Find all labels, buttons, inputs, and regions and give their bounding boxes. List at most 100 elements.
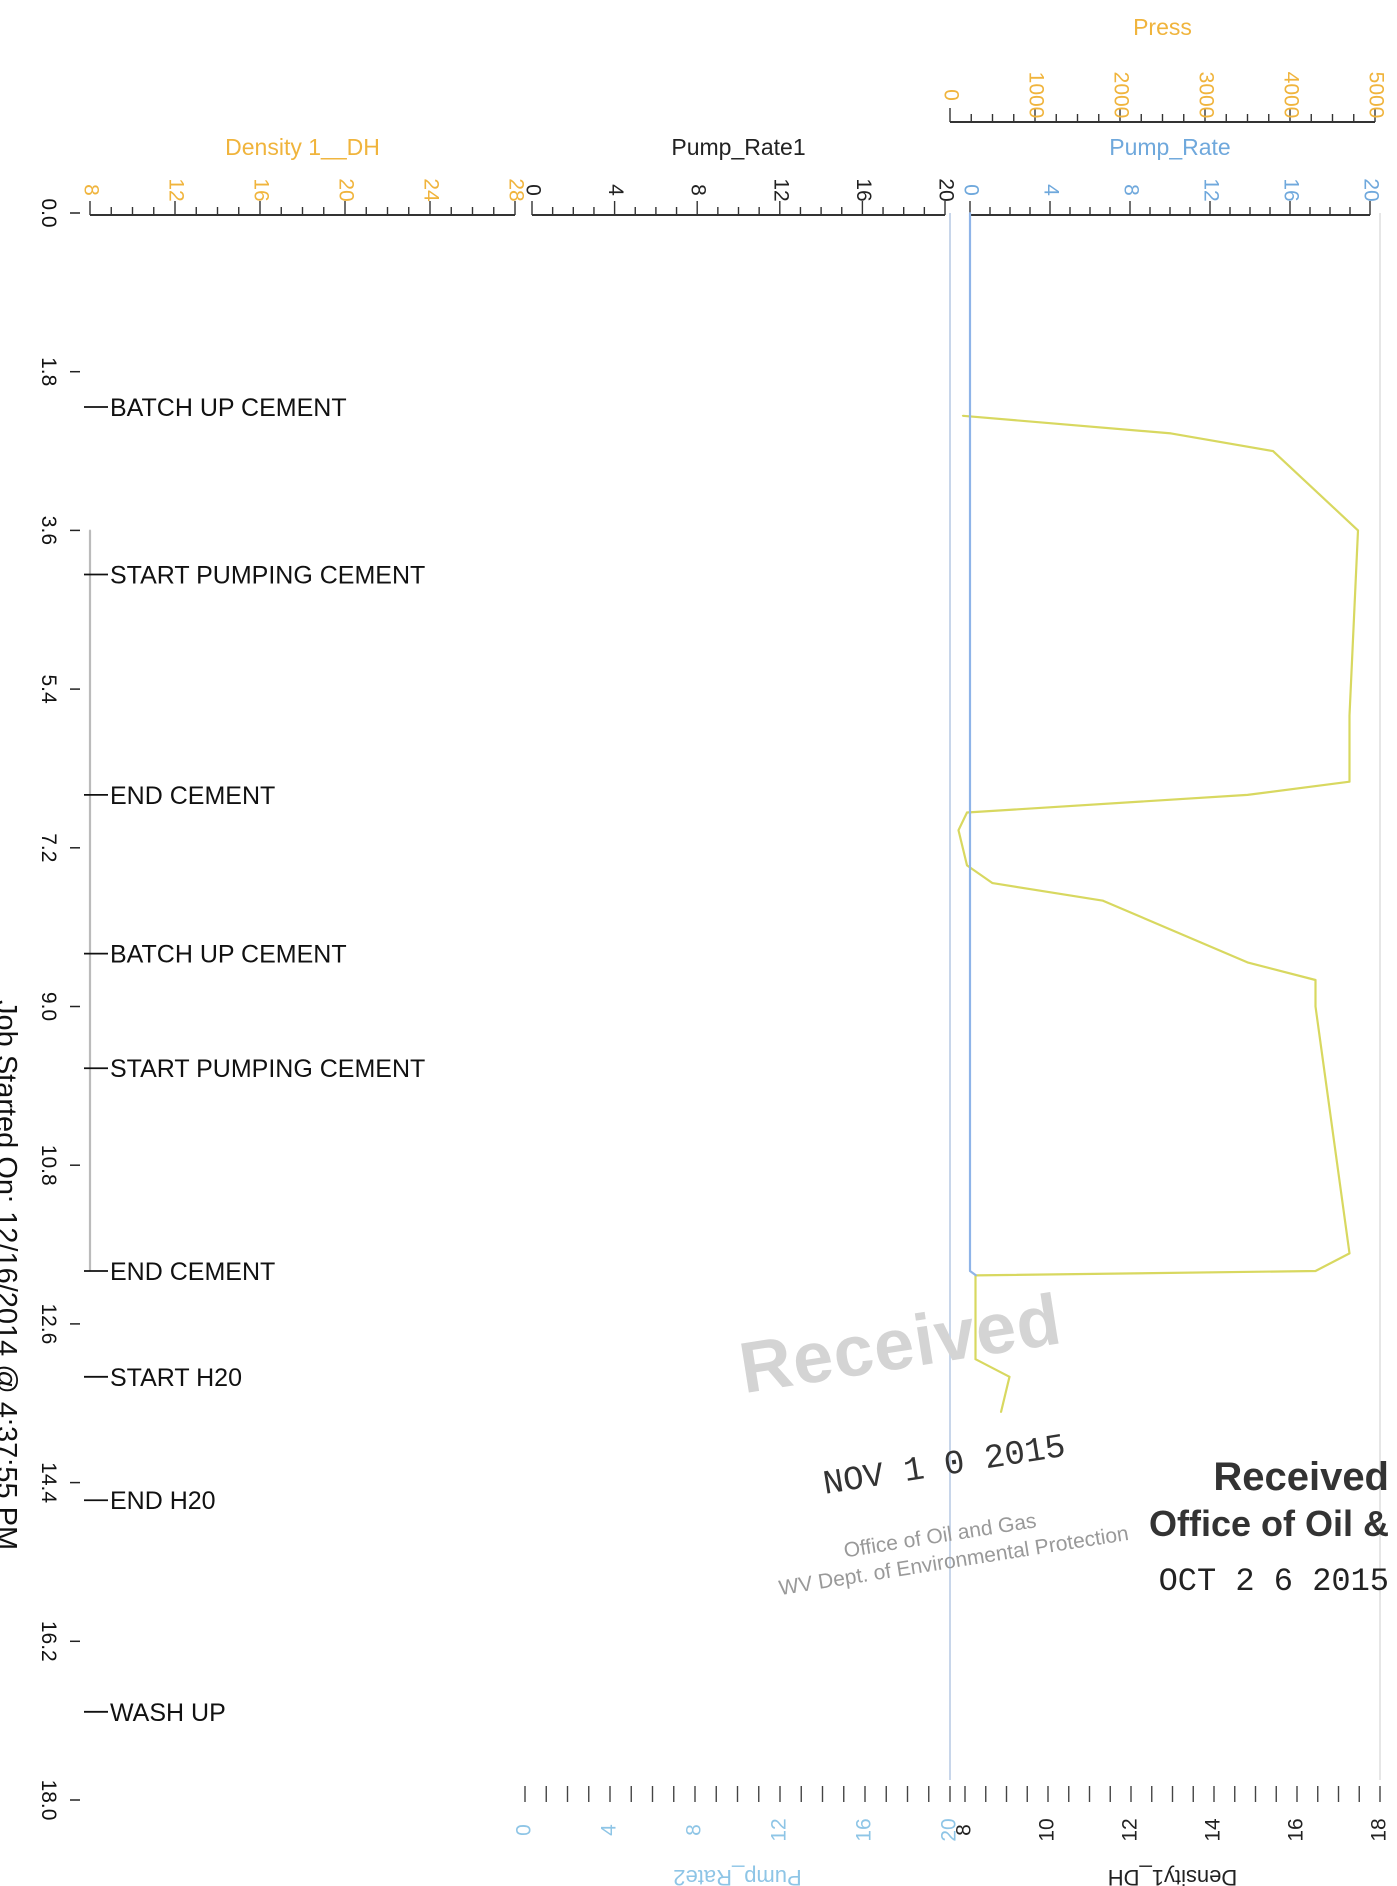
series-point [1314,979,1317,981]
tick-label-density: 28 [504,178,527,201]
event-label: WASH UP [110,1699,226,1727]
series-point [1008,1375,1011,1378]
event-label: START PUMPING CEMENT [110,1055,425,1083]
time-tick-label: 10.8 [37,1145,60,1186]
series-point [1348,780,1351,783]
tick-label-pump2: 20 [938,1818,961,1841]
series-point [969,1270,971,1272]
series-point [966,864,968,867]
tick-label-density1: 14 [1202,1818,1225,1842]
tick-label-pump2: 8 [683,1824,706,1836]
top-axes: 8 12 16 20 24 28 Density 1__DH 0 4 8 12 16 20 Pump_Ra… [79,14,1387,216]
time-tick-label: 9.0 [37,992,60,1021]
series-point [1170,432,1172,435]
tick-label-press: 3000 [1194,72,1217,119]
tick-label-density: 16 [249,178,272,201]
axis-pump2: 0 4 8 12 16 20 Pump_Rate2 [513,1786,961,1886]
time-tick-label: 7.2 [37,833,60,862]
time-tick-label: 5.4 [37,674,60,704]
tick-label-pump1: 4 [604,184,627,196]
time-tick-label: 0.0 [37,198,60,227]
axis-title-pump1: Pump_Rate1 [671,134,805,160]
time-tick-label: 16.2 [37,1621,60,1662]
axis-pump: 0 4 8 12 16 20 Pump_Rate [959,134,1382,216]
series-point [1357,529,1359,532]
event-marker: BATCH UP CEMENT [84,394,347,422]
received-stamp-title: Received [1213,1455,1389,1499]
axis-density1: 8 10 12 14 16 18 Density1_DH [953,1786,1391,1886]
tick-label-density: 24 [419,178,442,202]
tick-label-pump: 16 [1279,178,1302,201]
tick-label-density: 20 [334,178,357,201]
time-tick-label: 3.6 [37,516,60,545]
tick-label-pump1: 20 [934,178,957,201]
tick-label-pump2: 0 [513,1824,536,1836]
tick-label-pump1: 16 [852,178,875,201]
event-marker: START H20 [84,1364,242,1392]
series-layer [88,212,1360,1413]
plot-frame [949,213,1381,1780]
series-point [1000,1411,1002,1413]
tick-label-pump: 8 [1119,184,1142,196]
event-label: BATCH UP CEMENT [110,941,347,969]
tick-label-pump1: 8 [687,184,710,196]
tick-label-press: 2000 [1109,72,1132,119]
axis-density: 8 12 16 20 24 28 Density 1__DH [79,134,527,216]
tick-label-pump: 0 [959,184,982,196]
tick-label-density1: 12 [1119,1818,1142,1841]
series-point [961,414,964,417]
time-tick-label: 1.8 [37,357,60,386]
tick-label-press: 4000 [1279,72,1302,119]
tick-label-pump: 4 [1039,184,1062,196]
time-tick-label: 14.4 [37,1462,60,1503]
tick-label-pump1: 0 [521,184,544,196]
tick-label-pump1: 12 [769,178,792,201]
tick-label-density: 8 [79,184,102,196]
series-press [957,414,1360,1413]
axis-title-pump2: Pump_Rate2 [673,1865,801,1886]
event-marker: END CEMENT [84,1258,275,1286]
event-marker: END CEMENT [84,782,275,810]
series-point [966,811,968,814]
event-label: BATCH UP CEMENT [110,394,347,422]
event-label: START H20 [110,1364,242,1392]
series-point [1272,450,1274,452]
tick-label-pump: 20 [1359,178,1382,201]
tick-label-density1: 18 [1368,1818,1391,1841]
axis-title-pump: Pump_Rate [1109,134,1230,160]
event-markers: BATCH UP CEMENT START PUMPING CEMENT END C… [84,394,425,1727]
time-tick-label: 12.6 [37,1303,60,1344]
time-axis: 0.0 1.8 3.6 5.4 7.2 9.0 10.8 12.6 14.4 16.2 18.0 [37,198,80,1820]
event-label: START PUMPING CEMENT [110,561,425,589]
series-pump [968,213,977,1277]
tick-label-pump2: 16 [853,1818,876,1841]
tick-label-density: 12 [164,178,187,201]
received-stamp-date: NOV 1 0 2015 [820,1428,1069,1505]
axis-press: 0 1000 2000 3000 4000 5000 Press [939,14,1387,123]
tick-label-density1: 10 [1036,1818,1059,1841]
series-point [991,882,994,884]
axis-title-density: Density 1__DH [225,134,380,160]
axis-pump1: 0 4 8 12 16 20 Pump_Rate1 [521,134,957,216]
tick-label-density1: 8 [953,1824,976,1836]
series-point [1348,1252,1351,1255]
series-point [969,212,971,214]
series-point [1348,714,1351,717]
event-marker: START PUMPING CEMENT [84,1055,425,1083]
series-point [957,829,960,832]
bottom-axes: 0 4 8 12 16 20 Pump_Rate2 8 10 12 14 16 18 Density1_D… [513,1786,1391,1886]
tick-label-density1: 16 [1285,1818,1308,1841]
series-point [1102,899,1104,902]
series-point [1246,794,1249,796]
tick-label-press: 5000 [1364,72,1387,119]
received-stamp-oct: Received Office of Oil & OCT 2 6 2015 [1148,1455,1397,1615]
axis-title-press: Press [1133,14,1192,40]
received-stamp-nov: Received NOV 1 0 2015 Office of Oil and … [728,1267,1175,1656]
event-marker: WASH UP [84,1699,226,1727]
tick-label-pump: 12 [1199,178,1222,201]
event-label: END H20 [110,1487,216,1515]
time-tick-label: 18.0 [37,1780,60,1821]
received-stamp-office: Office of Oil & [1148,1503,1389,1544]
tick-label-press: 1000 [1024,72,1047,119]
